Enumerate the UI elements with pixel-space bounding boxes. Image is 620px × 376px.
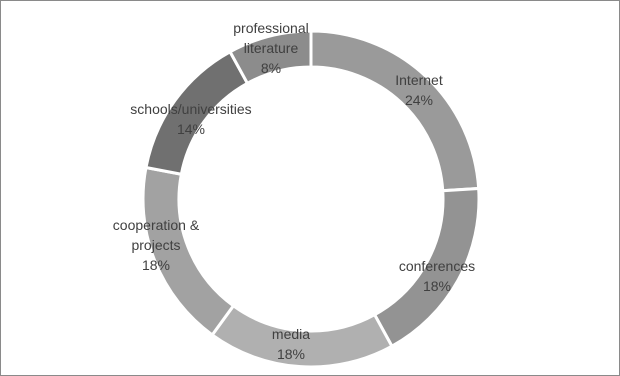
data-label-value: 24% — [405, 92, 433, 108]
data-label-value: 18% — [277, 346, 305, 362]
data-label: Internet 24% — [395, 72, 443, 108]
slices-layer — [141, 29, 481, 369]
data-label-value: 18% — [423, 278, 451, 294]
data-label-category: conferences — [399, 258, 475, 274]
data-label-value: 18% — [142, 257, 170, 273]
labels-layer: Internet 24%conferences 18%media 18%coopera… — [113, 20, 475, 362]
data-label: schools/universities 14% — [130, 101, 251, 137]
data-label-category: Internet — [395, 72, 443, 88]
data-label-category: professional — [233, 20, 309, 36]
data-label-category: schools/universities — [130, 101, 251, 117]
donut-slice — [228, 29, 313, 86]
donut-slice — [309, 29, 481, 193]
data-label: professional literature 8% — [233, 20, 309, 76]
data-label-category: cooperation & — [113, 217, 200, 233]
data-label: media 18% — [272, 326, 310, 362]
data-label: cooperation & projects 18% — [113, 217, 200, 273]
data-label-category: projects — [131, 237, 180, 253]
data-label-value: 14% — [177, 121, 205, 137]
data-label-category: media — [272, 326, 310, 342]
data-label-value: 8% — [261, 60, 281, 76]
data-label: conferences 18% — [399, 258, 475, 294]
data-label-category: literature — [244, 40, 299, 56]
